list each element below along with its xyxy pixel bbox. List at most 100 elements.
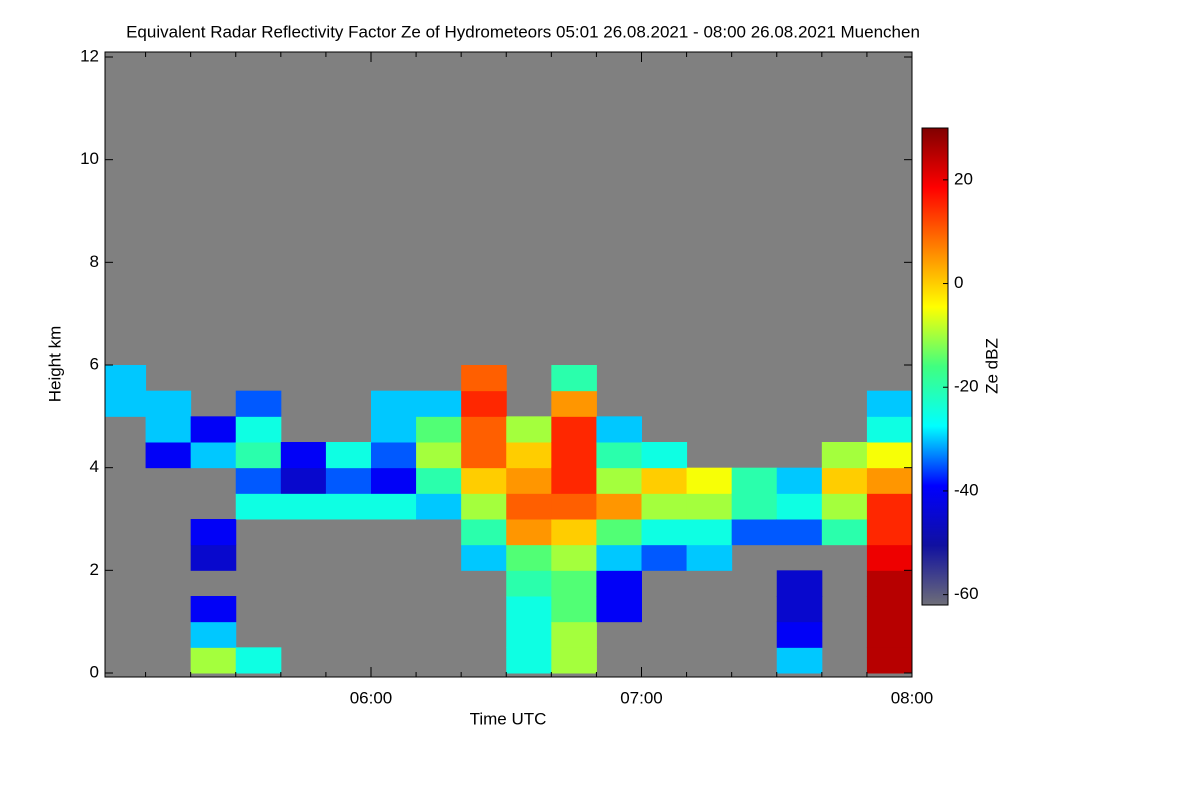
heat-cell bbox=[506, 647, 552, 674]
heat-cell bbox=[596, 467, 642, 494]
heat-cell bbox=[596, 442, 642, 469]
heat-cell bbox=[821, 467, 868, 494]
y-tick-label: 12 bbox=[80, 46, 99, 65]
heat-cell bbox=[235, 390, 282, 417]
heat-cell bbox=[235, 416, 282, 443]
heat-cell bbox=[821, 493, 868, 520]
heat-cell bbox=[190, 519, 237, 546]
y-tick-label: 10 bbox=[80, 149, 99, 168]
heat-cell bbox=[551, 570, 597, 597]
heat-cell bbox=[686, 519, 733, 546]
heat-cell bbox=[551, 365, 597, 392]
colorbar-label: Ze dBZ bbox=[982, 338, 1001, 394]
heat-cell bbox=[866, 416, 913, 443]
heat-cell bbox=[506, 596, 552, 623]
heat-cell bbox=[551, 493, 597, 520]
heat-cell bbox=[190, 647, 237, 674]
colorbar-tick-label: -40 bbox=[954, 480, 979, 499]
heat-cell bbox=[325, 467, 372, 494]
heat-cell bbox=[731, 493, 778, 520]
heat-cell bbox=[105, 390, 147, 417]
heat-cell bbox=[866, 647, 913, 674]
heat-cell bbox=[506, 519, 552, 546]
heat-cell bbox=[866, 442, 913, 469]
y-tick-label: 6 bbox=[90, 354, 99, 373]
heat-cell bbox=[776, 467, 823, 494]
heat-cell bbox=[506, 416, 552, 443]
heat-cell bbox=[280, 467, 327, 494]
heat-cell bbox=[370, 467, 417, 494]
heat-cell bbox=[461, 416, 507, 443]
heat-cell bbox=[596, 596, 642, 623]
heat-cell bbox=[776, 621, 823, 648]
y-tick-label: 8 bbox=[90, 252, 99, 271]
heat-cell bbox=[416, 442, 462, 469]
heat-cell bbox=[190, 416, 237, 443]
heat-cell bbox=[551, 596, 597, 623]
heat-cell bbox=[776, 519, 823, 546]
heat-cell bbox=[641, 442, 688, 469]
colorbar-tick-label: 20 bbox=[954, 169, 973, 188]
heat-cell bbox=[641, 467, 688, 494]
heat-cell bbox=[641, 519, 688, 546]
heat-cell bbox=[731, 519, 778, 546]
heat-cell bbox=[145, 416, 192, 443]
heat-cell bbox=[190, 442, 237, 469]
heat-cell bbox=[370, 493, 417, 520]
heat-cell bbox=[416, 467, 462, 494]
heat-cell bbox=[551, 416, 597, 443]
heat-cell bbox=[461, 544, 507, 571]
heat-cell bbox=[596, 519, 642, 546]
heat-cell bbox=[235, 493, 282, 520]
heat-cell bbox=[461, 467, 507, 494]
heat-cell bbox=[551, 519, 597, 546]
heat-cell bbox=[596, 416, 642, 443]
x-axis-label: Time UTC bbox=[470, 709, 547, 728]
heat-cell bbox=[866, 621, 913, 648]
heat-cell bbox=[325, 442, 372, 469]
heat-cell bbox=[551, 467, 597, 494]
heat-cell bbox=[686, 467, 733, 494]
y-tick-label: 0 bbox=[90, 662, 99, 681]
heat-cell bbox=[145, 442, 192, 469]
heat-cell bbox=[506, 493, 552, 520]
x-tick-label: 07:00 bbox=[620, 688, 663, 707]
chart-title: Equivalent Radar Reflectivity Factor Ze … bbox=[126, 22, 920, 41]
heat-cell bbox=[866, 596, 913, 623]
heat-cell bbox=[506, 442, 552, 469]
heat-cell bbox=[370, 416, 417, 443]
heat-cell bbox=[596, 570, 642, 597]
heat-cell bbox=[325, 493, 372, 520]
heat-cell bbox=[190, 596, 237, 623]
heat-cell bbox=[776, 647, 823, 674]
heat-cell bbox=[866, 390, 913, 417]
colorbar-tick-label: 0 bbox=[954, 273, 963, 292]
colorbar bbox=[921, 127, 949, 606]
heat-cell bbox=[280, 442, 327, 469]
heat-cell bbox=[776, 596, 823, 623]
heat-cell bbox=[506, 621, 552, 648]
heat-cell bbox=[461, 390, 507, 417]
heat-cell bbox=[551, 621, 597, 648]
heat-cell bbox=[461, 365, 507, 392]
heat-cell bbox=[461, 493, 507, 520]
heat-cell bbox=[866, 519, 913, 546]
heat-cell bbox=[506, 544, 552, 571]
y-tick-label: 2 bbox=[90, 560, 99, 579]
y-tick-label: 4 bbox=[90, 457, 99, 476]
heat-cell bbox=[866, 544, 913, 571]
heat-cell bbox=[235, 647, 282, 674]
heat-cell bbox=[866, 467, 913, 494]
heat-cell bbox=[416, 390, 462, 417]
heat-cell bbox=[551, 647, 597, 674]
heat-cell bbox=[190, 544, 237, 571]
heat-cell bbox=[145, 390, 192, 417]
heat-cell bbox=[370, 442, 417, 469]
heat-cell bbox=[280, 493, 327, 520]
heat-cell bbox=[686, 493, 733, 520]
heat-cell bbox=[641, 544, 688, 571]
x-tick-label: 08:00 bbox=[891, 688, 934, 707]
heat-cell bbox=[776, 570, 823, 597]
